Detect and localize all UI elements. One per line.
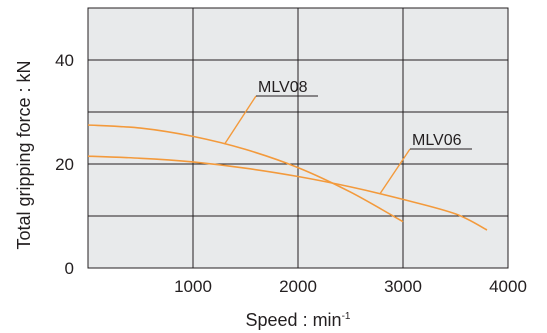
leader-line-mlv08 (223, 95, 257, 145)
series-line-mlv06 (87, 155, 488, 231)
y-tick-label: 40 (55, 51, 74, 70)
y-tick-label: 0 (65, 259, 74, 278)
series-lines (87, 124, 488, 231)
x-axis-label: Speed : min-1 (246, 310, 351, 330)
grid-lines (87, 7, 509, 269)
tick-labels: 1000 2000 3000 4000 0 20 40 (55, 51, 527, 296)
series-annotations: MLV08 MLV06 (223, 79, 472, 195)
x-axis-label-text: Speed : min (246, 310, 342, 330)
x-tick-label: 1000 (174, 277, 212, 296)
plot-frame (87, 7, 509, 269)
x-tick-label: 4000 (489, 277, 527, 296)
x-tick-label: 2000 (279, 277, 317, 296)
leader-line-mlv06 (379, 148, 411, 195)
y-tick-label: 20 (55, 155, 74, 174)
series-line-mlv08 (87, 124, 404, 223)
y-axis-label: Total gripping force : kN (14, 60, 34, 249)
x-tick-label: 3000 (384, 277, 422, 296)
series-label-mlv08: MLV08 (258, 79, 308, 96)
series-label-mlv06: MLV06 (412, 132, 462, 149)
x-axis-label-superscript: -1 (342, 311, 351, 322)
